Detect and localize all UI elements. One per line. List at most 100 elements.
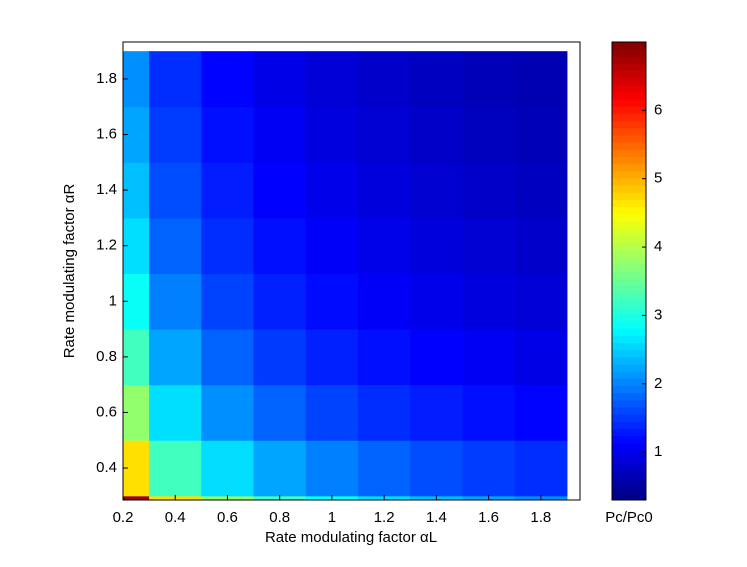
colorbar-step <box>612 306 646 315</box>
colorbar-step <box>612 213 646 222</box>
colorbar-step <box>612 321 646 329</box>
y-tick-label: 1 <box>109 292 117 309</box>
colorbar-step <box>612 220 646 229</box>
y-tick-label: 0.8 <box>96 348 117 365</box>
x-axis-label: Rate modulating factor αL <box>265 529 437 546</box>
heat-cell <box>201 440 255 497</box>
colorbar-step <box>612 342 646 351</box>
heat-cell <box>201 51 255 108</box>
colorbar-frame <box>611 41 647 501</box>
colorbar-step <box>612 335 646 344</box>
colorbar-step <box>612 170 646 179</box>
y-tick-label: 1.2 <box>96 237 117 254</box>
colorbar-tick-label: 1 <box>654 443 662 460</box>
colorbar-step <box>612 106 646 115</box>
x-tick-label: 1 <box>328 509 336 526</box>
colorbar-step <box>612 435 646 444</box>
colorbar-step <box>612 192 646 200</box>
colorbar-step <box>612 70 646 79</box>
colorbar-step <box>612 56 646 64</box>
heat-cell <box>514 440 568 497</box>
colorbar-step <box>612 127 646 136</box>
heat-cell <box>201 384 255 441</box>
colorbar-step <box>612 313 646 322</box>
heat-cell <box>149 106 202 163</box>
colorbar-step <box>612 206 646 215</box>
heat-cell <box>201 329 255 386</box>
heat-cell <box>410 162 463 219</box>
colorbar-step <box>612 349 646 358</box>
heat-cell <box>410 384 463 441</box>
x-tick-label: 1.6 <box>478 509 499 526</box>
heat-cell <box>305 51 359 108</box>
heat-cell <box>253 217 307 275</box>
heat-cell <box>358 217 411 275</box>
heat-cell <box>410 273 463 330</box>
colorbar-step <box>612 135 646 143</box>
heat-cell <box>358 384 411 441</box>
colorbar-step <box>612 457 646 465</box>
colorbar-step <box>612 84 646 93</box>
heat-cell <box>358 273 411 330</box>
colorbar-step <box>612 263 646 272</box>
heat-cell <box>149 217 202 275</box>
colorbar-step <box>612 256 646 265</box>
colorbar-step <box>612 428 646 437</box>
colorbar-step <box>612 142 646 150</box>
colorbar-step <box>612 99 646 107</box>
heat-cell <box>358 106 411 163</box>
heat-cell <box>253 162 307 219</box>
y-tick-label: 1.6 <box>96 126 117 143</box>
y-tick-label: 1.8 <box>96 70 117 87</box>
heat-cell <box>149 440 202 497</box>
colorbar-step <box>612 49 646 57</box>
x-tick-label: 0.4 <box>165 509 186 526</box>
heat-cell <box>201 217 255 275</box>
colorbar-step <box>612 77 646 86</box>
x-tick-label: 0.8 <box>269 509 290 526</box>
y-axis-label: Rate modulating factor αR <box>61 184 78 359</box>
colorbar-step <box>612 271 646 279</box>
heat-cell <box>514 51 568 108</box>
x-tick-label: 0.6 <box>217 509 238 526</box>
heat-cell <box>305 440 359 497</box>
colorbar-step <box>612 442 646 451</box>
colorbar-step <box>612 492 646 501</box>
colorbar-step <box>612 149 646 157</box>
colorbar-step <box>612 177 646 186</box>
colorbar-tick-label: 5 <box>654 170 662 187</box>
colorbar-step <box>612 63 646 72</box>
colorbar-step <box>612 378 646 386</box>
heat-cell <box>253 51 307 108</box>
colorbar-tick-label: 2 <box>654 375 662 392</box>
heat-cell <box>201 106 255 163</box>
heat-cell <box>305 106 359 163</box>
heat-cell <box>149 384 202 441</box>
colorbar-step <box>612 292 646 301</box>
heat-cell <box>305 162 359 219</box>
colorbar-step <box>612 120 646 129</box>
heat-cell <box>462 440 516 497</box>
y-tick-label: 0.6 <box>96 403 117 420</box>
colorbar-step <box>612 92 646 100</box>
heat-cell <box>358 51 411 108</box>
heat-cell <box>410 440 463 497</box>
heat-cell <box>305 217 359 275</box>
colorbar-step <box>612 228 646 236</box>
heat-cell <box>253 440 307 497</box>
heat-cell <box>514 217 568 275</box>
colorbar-tick-label: 4 <box>654 238 662 255</box>
heat-cell <box>149 329 202 386</box>
heat-cell <box>253 329 307 386</box>
y-tick-label: 1.4 <box>96 181 117 198</box>
colorbar-step <box>612 249 646 258</box>
colorbar-step <box>612 485 646 494</box>
heat-cell <box>149 51 202 108</box>
colorbar-step <box>612 42 646 50</box>
colorbar-step <box>612 242 646 251</box>
heat-cell <box>305 273 359 330</box>
heat-cell <box>149 273 202 330</box>
colorbar-step <box>612 471 646 480</box>
colorbar-step <box>612 414 646 422</box>
